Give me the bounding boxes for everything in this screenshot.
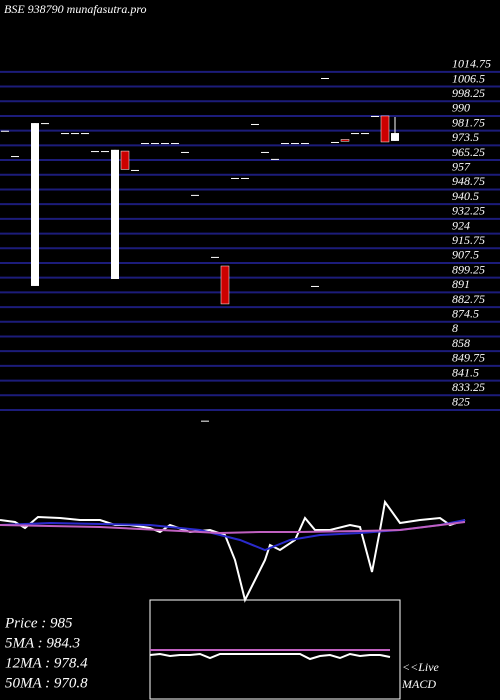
candle-body <box>231 177 239 179</box>
price-label: 50MA : 970.8 <box>5 675 88 691</box>
candle-body <box>171 143 179 145</box>
y-tick-label: 874.5 <box>452 307 479 321</box>
candle-body <box>261 151 269 153</box>
candle-body <box>301 143 309 145</box>
chart-title: BSE 938790 munafasutra.pro <box>4 2 147 16</box>
macd-label: MACD <box>401 677 436 691</box>
live-label: <<Live <box>402 660 440 674</box>
y-tick-label: 932.25 <box>452 204 485 218</box>
price-label: Price : 985 <box>4 615 73 631</box>
y-tick-label: 990 <box>452 101 470 115</box>
candle-body <box>351 133 359 135</box>
candle-body <box>391 133 399 141</box>
candle-body <box>380 115 390 143</box>
candle-body <box>271 158 279 160</box>
candle-body <box>1 130 9 132</box>
candle-body <box>71 133 79 135</box>
y-tick-label: 924 <box>452 218 470 232</box>
y-tick-label: 965.25 <box>452 145 485 159</box>
y-tick-label: 891 <box>452 277 470 291</box>
y-tick-label: 981.75 <box>452 115 485 129</box>
candle-body <box>220 265 230 305</box>
candle-body <box>311 285 319 287</box>
candle-body <box>91 151 99 153</box>
y-tick-label: 1014.75 <box>452 57 491 71</box>
candle-body <box>241 177 249 179</box>
price-label: 5MA : 984.3 <box>5 635 80 651</box>
candle-body <box>161 143 169 145</box>
candle-body <box>361 133 369 135</box>
y-tick-label: 8 <box>452 321 458 335</box>
candle-body <box>101 151 109 153</box>
candle-body <box>191 194 199 196</box>
candle-body <box>331 141 339 143</box>
candle-body <box>211 256 219 258</box>
indicator-line <box>149 652 391 661</box>
indicator-line <box>0 499 466 603</box>
y-tick-label: 998.25 <box>452 86 485 100</box>
candle-body <box>81 133 89 135</box>
y-tick-label: 915.75 <box>452 233 485 247</box>
candle-body <box>120 150 130 170</box>
candle-body <box>281 143 289 145</box>
candle-body <box>31 123 39 286</box>
candle-body <box>41 123 49 125</box>
candle-body <box>201 420 209 422</box>
candle-body <box>111 149 119 280</box>
candle-body <box>340 139 350 142</box>
y-tick-label: 825 <box>452 395 470 409</box>
y-tick-label: 882.75 <box>452 292 485 306</box>
y-tick-label: 841.5 <box>452 365 479 379</box>
indicator-line <box>0 519 466 552</box>
y-tick-label: 973.5 <box>452 130 479 144</box>
y-tick-label: 849.75 <box>452 351 485 365</box>
candle-body <box>131 169 139 171</box>
candle-body <box>251 123 259 125</box>
price-label: 12MA : 978.4 <box>5 655 88 671</box>
candle-body <box>371 115 379 117</box>
candle-body <box>141 143 149 145</box>
candle-body <box>61 133 69 135</box>
y-tick-label: 899.25 <box>452 262 485 276</box>
candle-body <box>151 143 159 145</box>
y-tick-label: 957 <box>452 160 471 174</box>
y-tick-label: 833.25 <box>452 380 485 394</box>
y-tick-label: 940.5 <box>452 189 479 203</box>
y-tick-label: 858 <box>452 336 470 350</box>
candle-body <box>321 78 329 80</box>
candle-body <box>11 156 19 158</box>
indicator-line <box>0 521 466 535</box>
candle-body <box>181 151 189 153</box>
y-tick-label: 948.75 <box>452 174 485 188</box>
candle-body <box>291 143 299 145</box>
y-tick-label: 1006.5 <box>452 71 485 85</box>
y-tick-label: 907.5 <box>452 248 479 262</box>
